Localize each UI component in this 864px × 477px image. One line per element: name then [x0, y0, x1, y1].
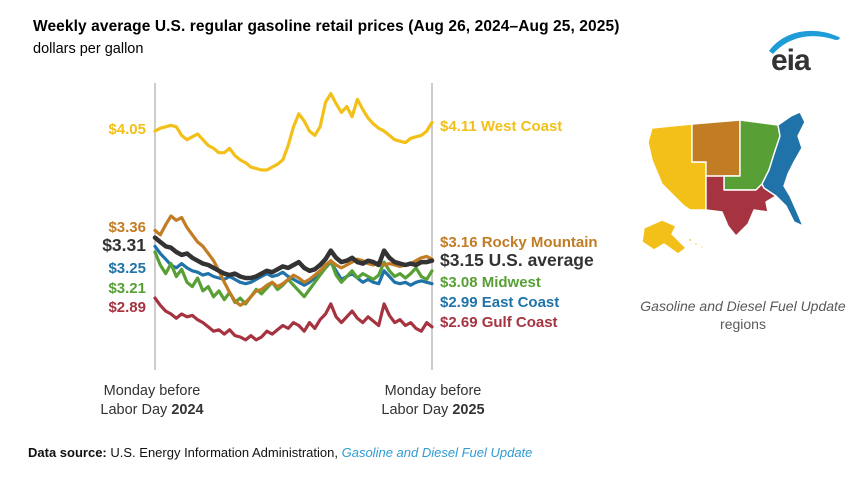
series-line-west-coast [153, 92, 434, 172]
end-label-us-average: $3.15 U.S. average [440, 250, 594, 270]
chart-plot [152, 83, 435, 370]
logo-swoosh-icon [769, 30, 840, 54]
series-line-rocky-mountain [153, 214, 434, 307]
start-label-east-coast: $3.25 [108, 260, 146, 277]
end-label-rocky-mountain: $3.16 Rocky Mountain [440, 234, 598, 251]
map-region-east-coast [761, 111, 806, 227]
page-title: Weekly average U.S. regular gasoline ret… [33, 18, 620, 35]
map-region-gulf-coast [705, 175, 777, 237]
series-line-east-coast [153, 244, 434, 287]
units-label: dollars per gallon [33, 41, 144, 57]
data-source-note: Data source: U.S. Energy Information Adm… [28, 445, 532, 460]
line-chart: $4.05 $3.36 $3.31 $3.25 $3.21 $2.89 $4.1… [0, 80, 864, 440]
end-label-gulf-coast: $2.69 Gulf Coast [440, 314, 558, 331]
end-label-east-coast: $2.99 East Coast [440, 294, 560, 311]
start-label-west-coast: $4.05 [108, 121, 146, 138]
map-region-islands [693, 241, 699, 247]
end-label-west-coast: $4.11 West Coast [440, 118, 563, 135]
data-source-text: U.S. Energy Information Administration, [110, 445, 338, 460]
map-region-alaska [641, 219, 687, 255]
series-line-gulf-coast [153, 296, 434, 342]
start-label-us-average: $3.31 [102, 235, 146, 255]
x-label-labor-day-2025: Monday before Labor Day 2025 [381, 383, 485, 418]
map-caption: Gasoline and Diesel Fuel Update regions [640, 298, 846, 332]
data-source-link[interactable]: Gasoline and Diesel Fuel Update [341, 445, 533, 460]
start-label-rocky-mountain: $3.36 [108, 219, 146, 236]
map-region-islands [700, 245, 704, 249]
series-line-u-s-average [152, 235, 435, 281]
start-label-gulf-coast: $2.89 [108, 299, 146, 316]
eia-logo: eia [769, 30, 840, 76]
regions-map-panel: Gasoline and Diesel Fuel Update regions [628, 94, 858, 333]
end-label-midwest: $3.08 Midwest [440, 274, 541, 291]
data-source-label: Data source: [28, 445, 107, 460]
start-label-midwest: $3.21 [108, 280, 146, 297]
logo-text: eia [771, 44, 811, 76]
x-label-labor-day-2024: Monday before Labor Day 2024 [100, 383, 204, 418]
us-regions-map [641, 111, 806, 255]
map-region-islands [687, 237, 693, 243]
